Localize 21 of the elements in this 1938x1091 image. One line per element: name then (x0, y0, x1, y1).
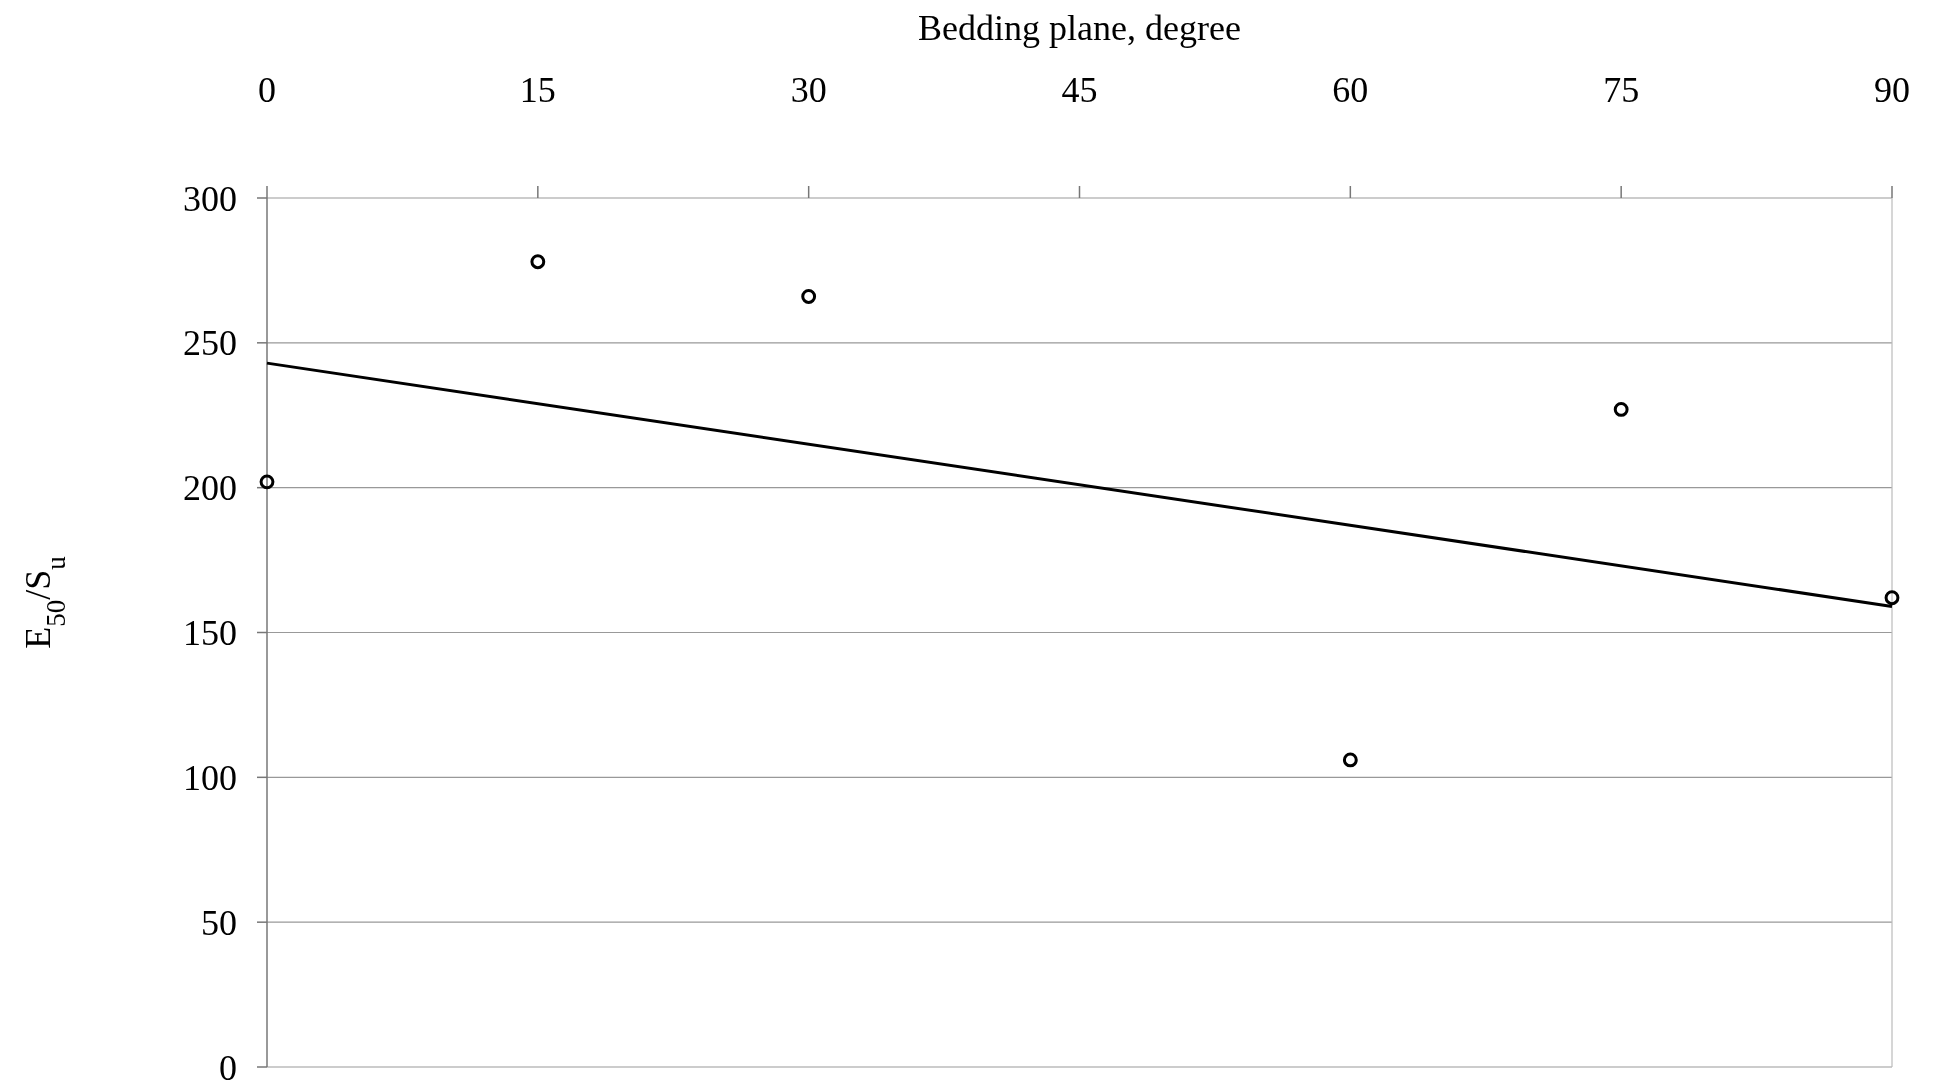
y-tick-label: 0 (219, 1047, 237, 1088)
y-tick-label: 300 (183, 178, 237, 219)
y-tick-label: 50 (201, 902, 237, 943)
x-tick-label: 30 (790, 70, 827, 110)
x-tick-label: 45 (1061, 70, 1098, 110)
y-tick-label: 250 (183, 323, 237, 364)
x-tick-label: 0 (258, 70, 276, 110)
point (1884, 590, 1900, 606)
point (1613, 402, 1629, 417)
x-tick-label: 60 (1332, 70, 1369, 110)
x-axis-title: Bedding plane, degree (918, 8, 1241, 48)
x-tick-label: 75 (1603, 70, 1640, 110)
y-tick-label: 100 (183, 757, 237, 798)
point (1342, 752, 1358, 768)
point (801, 289, 817, 304)
x-tick-label: 90 (1874, 70, 1910, 110)
y-tick-label: 150 (183, 613, 237, 654)
point (259, 474, 275, 490)
point (530, 254, 546, 270)
y-tick-label: 200 (183, 468, 237, 509)
x-tick-label: 15 (519, 70, 556, 110)
